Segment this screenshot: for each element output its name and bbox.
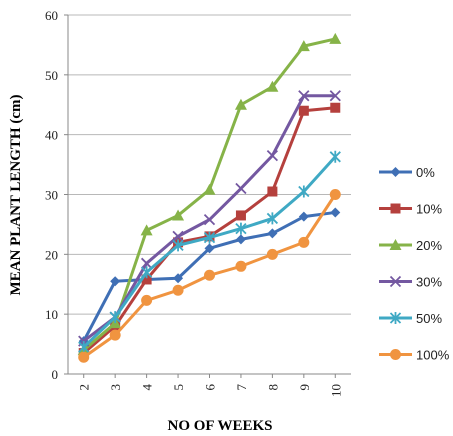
data-point: [298, 211, 309, 222]
data-point: [141, 274, 152, 285]
data-point: [297, 40, 310, 52]
x-tick-label: 9: [297, 384, 312, 391]
y-tick-label: 20: [45, 247, 58, 262]
data-point: [109, 329, 121, 341]
data-point: [266, 149, 279, 162]
data-point: [78, 341, 90, 354]
data-point: [267, 228, 278, 239]
data-point: [235, 222, 247, 235]
legend-marker: [389, 239, 402, 250]
data-point: [329, 189, 341, 200]
data-point: [266, 212, 279, 225]
y-tick-label: 0: [52, 367, 59, 382]
data-point: [204, 243, 215, 254]
legend-marker: [389, 312, 402, 324]
data-point: [203, 213, 216, 226]
y-tick-label: 10: [45, 307, 58, 322]
legend-label: 0%: [416, 165, 435, 180]
data-point: [298, 236, 310, 248]
data-point: [330, 102, 341, 113]
data-point: [235, 234, 246, 245]
series-4: [78, 90, 341, 347]
x-tick-label: 2: [77, 384, 92, 391]
data-point: [140, 224, 153, 236]
data-point: [140, 257, 153, 269]
x-tick-label: 5: [171, 384, 186, 391]
legend: 0% 10% 20% 30% 50% 100%: [379, 165, 450, 363]
y-axis-title: MEAN PLANT LENGTH (cm): [8, 95, 24, 296]
data-point: [78, 351, 90, 363]
y-tick-label: 30: [45, 188, 58, 203]
legend-item: 10%: [379, 202, 442, 217]
data-point: [172, 230, 184, 243]
x-tick-label: 4: [140, 384, 155, 391]
y-tick-label: 40: [45, 128, 58, 143]
series-5: [78, 150, 341, 354]
data-point: [298, 185, 310, 198]
legend-label: 100%: [416, 348, 450, 363]
legend-label: 20%: [416, 238, 442, 253]
data-point: [330, 207, 341, 218]
data-point: [267, 186, 278, 197]
data-point: [234, 98, 247, 110]
legend-item: 20%: [379, 238, 442, 253]
legend-item: 0%: [379, 165, 435, 180]
series-line: [82, 106, 336, 355]
legend-label: 10%: [416, 202, 442, 217]
x-tick-label: 8: [265, 384, 280, 391]
y-tick-labels: 0 10 20 30 40 50 60: [45, 8, 68, 382]
data-point: [141, 294, 153, 306]
y-tick-label: 50: [45, 68, 58, 83]
data-point: [298, 105, 309, 116]
data-point: [298, 90, 310, 102]
data-point: [109, 311, 121, 324]
legend-item: 50%: [379, 311, 442, 326]
x-tick-label: 7: [234, 384, 249, 391]
data-point: [329, 32, 342, 44]
data-point: [329, 150, 341, 163]
x-tick-label: 6: [203, 384, 218, 391]
legend-marker: [390, 203, 401, 214]
data-point: [235, 260, 247, 272]
series-6: [78, 189, 341, 363]
data-point: [235, 182, 247, 195]
legend-item: 100%: [379, 348, 450, 363]
x-tick-labels: 2 3 4 5 6 7 8 9 10: [77, 374, 343, 397]
legend-marker: [389, 275, 402, 288]
data-point: [173, 273, 184, 284]
series-3: [77, 32, 342, 356]
gridlines: [68, 14, 351, 315]
data-point: [172, 239, 184, 252]
data-point: [172, 209, 185, 221]
legend-label: 30%: [416, 275, 442, 290]
data-point: [266, 248, 278, 260]
legend-marker: [390, 167, 401, 177]
data-point: [235, 210, 246, 221]
y-tick-label: 60: [45, 8, 58, 23]
data-point: [203, 183, 216, 195]
x-axis-title: NO OF WEEKS: [167, 418, 272, 434]
data-point: [329, 90, 341, 102]
data-point: [140, 266, 153, 279]
legend-marker: [390, 349, 401, 360]
legend-item: 30%: [379, 275, 442, 290]
data-point: [266, 80, 279, 92]
data-point: [172, 284, 184, 296]
series-lines: [77, 32, 342, 363]
legend-label: 50%: [416, 311, 442, 326]
data-point: [203, 231, 216, 244]
data-point: [110, 276, 121, 287]
x-tick-label: 3: [108, 384, 123, 391]
data-point: [204, 269, 215, 281]
x-tick-label: 10: [328, 384, 343, 397]
